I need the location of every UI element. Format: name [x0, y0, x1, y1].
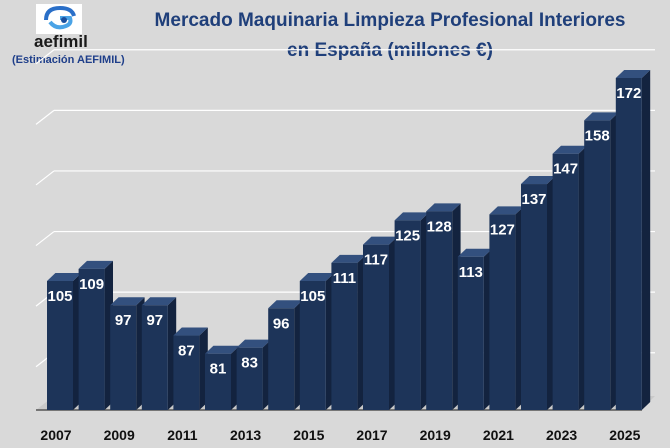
- value-label-2009: 97: [115, 312, 132, 329]
- value-label-2021: 127: [490, 221, 515, 238]
- logo-emblem: [36, 4, 82, 34]
- chart-title-line1: Mercado Maquinaria Limpieza Profesional …: [154, 10, 626, 31]
- logo: aefimil (Estimación AEFIMIL): [8, 2, 140, 70]
- value-labels: 105 109 97 97 87 81 83 96 105 111 117 125 128 113 127 1…: [47, 85, 641, 378]
- value-label-2020: 113: [459, 264, 483, 281]
- x-tick-2025: 2025: [609, 427, 640, 443]
- x-tick-2015: 2015: [293, 427, 324, 443]
- x-tick-2013: 2013: [230, 427, 261, 443]
- x-tick-2011: 2011: [167, 427, 198, 443]
- value-label-2010: 97: [146, 312, 163, 329]
- value-label-2022: 137: [521, 191, 546, 208]
- gridline-back-edge: [35, 49, 55, 65]
- value-label-2015: 105: [300, 288, 325, 305]
- x-tick-2007: 2007: [40, 427, 71, 443]
- gridline-back-edge: [35, 109, 55, 125]
- bar-2019: [426, 203, 461, 410]
- logo-wordmark: aefimil: [34, 32, 88, 51]
- bar-2024: [584, 112, 619, 410]
- value-label-2019: 128: [427, 218, 452, 235]
- value-label-2014: 96: [273, 315, 290, 332]
- value-label-2024: 158: [585, 127, 610, 144]
- bar-2009: [110, 297, 145, 410]
- value-label-2013: 83: [241, 355, 258, 372]
- bars: [47, 70, 651, 410]
- bar-2010: [141, 297, 177, 410]
- bar-2023: [552, 145, 587, 410]
- logo-swirl-icon: [44, 5, 76, 30]
- chart-title: Mercado Maquinaria Limpieza Profesional …: [130, 6, 650, 66]
- bar-2015: [299, 273, 335, 410]
- gridline-back-edge: [35, 170, 55, 186]
- x-tick-2023: 2023: [546, 427, 577, 443]
- value-label-2008: 109: [79, 276, 104, 293]
- bar-2011: [173, 327, 208, 410]
- value-label-2025: 172: [616, 85, 641, 102]
- bar-2013: [236, 339, 271, 410]
- value-label-2023: 147: [553, 161, 578, 178]
- bar-2008: [78, 260, 113, 410]
- bar-2025: [615, 70, 651, 410]
- value-label-2018: 125: [395, 227, 420, 244]
- x-tick-2019: 2019: [420, 427, 451, 443]
- x-axis-ticks: 2007 2009 2011 2013 2015 2017 2019 2021 2023 2025: [40, 427, 640, 443]
- value-label-2007: 105: [47, 288, 72, 305]
- estimate-note: (Estimación AEFIMIL): [12, 54, 125, 66]
- x-tick-2021: 2021: [483, 427, 514, 443]
- value-label-2012: 81: [210, 361, 227, 378]
- value-label-2017: 117: [364, 252, 388, 269]
- gridline-back-edge: [35, 231, 55, 247]
- value-label-2011: 87: [178, 343, 195, 360]
- x-tick-2009: 2009: [104, 427, 135, 443]
- bar-2022: [521, 176, 556, 410]
- bar-2012: [205, 345, 240, 410]
- value-label-2016: 111: [333, 270, 356, 287]
- x-tick-2017: 2017: [356, 427, 387, 443]
- chart-title-line2: en España (millones €): [287, 40, 493, 61]
